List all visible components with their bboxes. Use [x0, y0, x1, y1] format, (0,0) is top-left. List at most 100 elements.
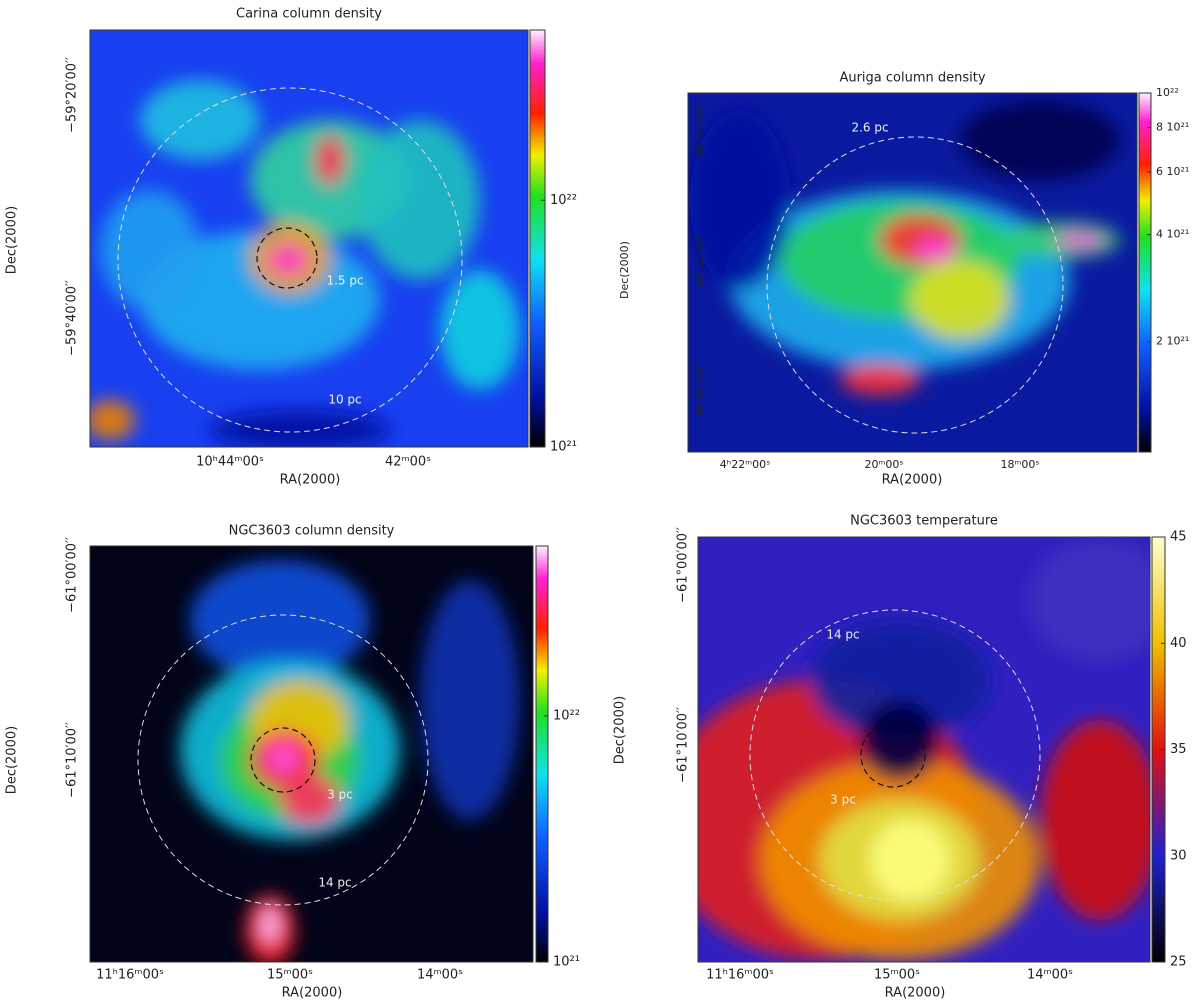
- map-structures: [698, 540, 1150, 960]
- x-axis-label: RA(2000): [282, 986, 343, 1001]
- panel: NGC3603 column density RA(2000) Dec(2000) 1…: [5, 524, 580, 1001]
- x-tick-label: 14ᵐ00ˢ: [417, 968, 463, 983]
- x-tick-label: 4ʰ22ᵐ00ˢ: [720, 458, 770, 471]
- panel: Carina column density RA(2000) Dec(2000) 10…: [5, 7, 577, 488]
- x-axis-label: RA(2000): [885, 986, 946, 1001]
- map-frame: [687, 92, 1138, 453]
- map-image: [688, 93, 1137, 452]
- map-blob: [860, 700, 940, 780]
- annotation: 3 pc: [327, 788, 353, 802]
- panel: Auriga column density RA(2000) Dec(2000) 4ʰ…: [618, 71, 1189, 488]
- map-blob: [915, 238, 955, 262]
- map-blob: [265, 742, 301, 774]
- y-tick-label: 38°40′00′′: [693, 102, 706, 157]
- y-tick-label: −59°40′00′′: [65, 280, 80, 356]
- map-blob: [870, 820, 950, 900]
- annotation: 14 pc: [826, 628, 859, 642]
- x-axis-label: RA(2000): [882, 473, 943, 488]
- colorbar-tick-label: 25: [1170, 955, 1187, 970]
- y-tick-label: −61°10′00′′: [676, 707, 691, 783]
- y-tick-label: 38°20′00′′: [693, 232, 706, 287]
- colorbar-tick-label: 10²¹: [553, 955, 580, 970]
- x-tick-label: 10ʰ44ᵐ00ˢ: [196, 455, 264, 470]
- map-blob: [1030, 540, 1150, 660]
- panel-title: NGC3603 column density: [229, 524, 395, 539]
- colorbar-tick-label: 35: [1170, 742, 1187, 757]
- map-structures: [90, 80, 520, 447]
- x-tick-label: 15ᵐ00ˢ: [874, 968, 920, 983]
- map-blob: [420, 580, 520, 820]
- panel-title: NGC3603 temperature: [850, 514, 998, 529]
- y-tick-label: −61°00′00′′: [676, 527, 691, 603]
- map-blob: [360, 120, 480, 280]
- colorbar-tick-label: 10²²: [550, 193, 577, 208]
- map-frame: [89, 29, 529, 448]
- colorbar: [529, 29, 546, 448]
- map-blob: [910, 260, 1010, 340]
- map-blob: [1040, 720, 1150, 920]
- annotation: 14 pc: [318, 876, 351, 890]
- annotation: 1.5 pc: [326, 274, 363, 288]
- map-blob: [100, 190, 200, 310]
- x-tick-label: 18ᵐ00ˢ: [1001, 458, 1040, 471]
- map-image: [698, 537, 1150, 962]
- x-tick-label: 14ᵐ00ˢ: [1027, 968, 1073, 983]
- map-blob: [440, 270, 520, 390]
- colorbar-tick-label: 10²¹: [550, 440, 577, 455]
- y-tick-label: 38°00′00′′: [693, 362, 706, 417]
- map-blob: [810, 620, 990, 740]
- map-blob: [260, 907, 280, 943]
- map-frame: [697, 536, 1151, 963]
- map-blob: [1055, 232, 1105, 248]
- map-blob: [90, 400, 135, 440]
- map-blob: [210, 410, 390, 447]
- y-tick-label: −61°00′00′′: [65, 537, 80, 613]
- colorbar-tick-label: 10²²: [553, 708, 580, 723]
- map-blob: [840, 365, 920, 395]
- colorbar-tick-label: 10²²: [1156, 86, 1179, 99]
- colorbar-tick-label: 6 10²¹: [1156, 165, 1189, 178]
- y-axis-label: Dec(2000): [618, 241, 631, 299]
- x-tick-label: 11ʰ16ᵐ00ˢ: [706, 968, 774, 983]
- aperture-circle: [117, 87, 463, 433]
- panel-title: Carina column density: [236, 7, 382, 22]
- aperture-circle: [256, 227, 318, 289]
- aperture-circle: [250, 727, 316, 793]
- map-blob: [960, 100, 1120, 180]
- y-axis-label: Dec(2000): [613, 696, 628, 764]
- map-image: [90, 546, 533, 962]
- map-image: [90, 30, 528, 447]
- map-blob: [268, 245, 308, 275]
- colorbar-tick-label: 8 10²¹: [1156, 120, 1189, 133]
- map-structures: [690, 100, 1120, 395]
- colorbar: [1138, 92, 1152, 453]
- annotation: 3 pc: [830, 793, 856, 807]
- x-tick-label: 42ᵐ00ˢ: [385, 455, 431, 470]
- colorbar-tick-label: 2 10²¹: [1156, 335, 1189, 348]
- colorbar-tick-label: 4 10²¹: [1156, 228, 1189, 241]
- map-structures: [180, 560, 520, 962]
- x-tick-label: 15ᵐ00ˢ: [267, 968, 313, 983]
- y-axis-label: Dec(2000): [5, 206, 20, 274]
- x-tick-label: 11ʰ16ᵐ00ˢ: [96, 968, 164, 983]
- map-blob: [280, 775, 340, 825]
- aperture-circle: [749, 609, 1041, 901]
- map-blob: [315, 135, 345, 185]
- panel-title: Auriga column density: [839, 71, 985, 86]
- x-tick-label: 20ᵐ00ˢ: [865, 458, 904, 471]
- aperture-circle: [137, 614, 429, 906]
- y-axis-label: Dec(2000): [5, 726, 20, 794]
- map-blob: [190, 560, 370, 680]
- x-axis-label: RA(2000): [280, 473, 341, 488]
- aperture-circle: [766, 136, 1064, 434]
- panel: NGC3603 temperature RA(2000) Dec(2000) 11ʰ1…: [613, 514, 1187, 1001]
- map-blob: [690, 110, 790, 290]
- aperture-circle: [860, 722, 926, 788]
- annotation: 2.6 pc: [851, 121, 888, 135]
- colorbar-tick-label: 30: [1170, 848, 1187, 863]
- map-frame: [89, 545, 534, 963]
- y-tick-label: −59°20′00′′: [65, 57, 80, 133]
- colorbar-tick-label: 40: [1170, 636, 1187, 651]
- colorbar: [535, 545, 549, 963]
